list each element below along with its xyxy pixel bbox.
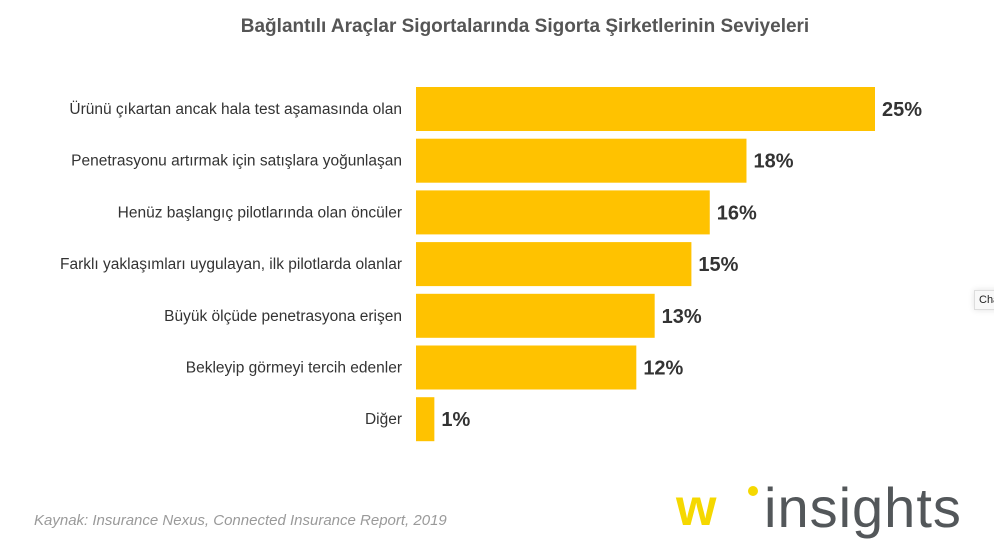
chart-title: Bağlantılı Araçlar Sigortalarında Sigort… [240, 16, 810, 37]
bar [416, 138, 747, 183]
bar [416, 345, 637, 390]
logo-mark: w [676, 479, 717, 537]
category-label: Henüz başlangıç pilotlarında olan öncüle… [118, 204, 402, 221]
data-label: 25% [882, 99, 922, 121]
bar [416, 397, 435, 442]
data-label: 18% [753, 151, 793, 173]
data-label: 15% [698, 254, 738, 276]
category-label: Bekleyip görmeyi tercih edenler [186, 360, 402, 377]
category-label: Büyük ölçüde penetrasyona erişen [164, 308, 402, 325]
data-label: 13% [662, 306, 702, 328]
bar [416, 242, 692, 287]
category-label: Ürünü çıkartan ancak hala test aşamasınd… [69, 100, 402, 118]
data-label: 1% [441, 409, 470, 431]
bar [416, 190, 710, 235]
data-label: 16% [717, 202, 757, 224]
logo-text: insights [764, 476, 962, 539]
data-label: 12% [643, 358, 683, 380]
source-note: Kaynak: Insurance Nexus, Connected Insur… [34, 512, 447, 529]
bar [416, 87, 875, 131]
category-label: Diğer [365, 411, 402, 428]
category-label: Farklı yaklaşımları uygulayan, ilk pilot… [60, 256, 402, 273]
side-tab-button[interactable]: Cha [974, 290, 994, 310]
category-label: Penetrasyonu artırmak için satışlara yoğ… [71, 153, 402, 170]
bar [416, 293, 655, 338]
logo-dot [748, 486, 758, 496]
